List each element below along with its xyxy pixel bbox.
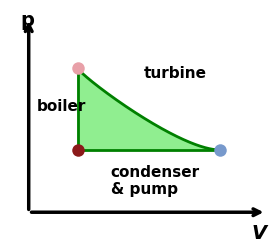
Text: p: p bbox=[20, 11, 34, 30]
Text: turbine: turbine bbox=[144, 66, 206, 81]
Text: boiler: boiler bbox=[37, 99, 86, 114]
Polygon shape bbox=[78, 68, 220, 150]
Text: condenser
& pump: condenser & pump bbox=[111, 165, 200, 197]
Text: V: V bbox=[251, 224, 266, 243]
